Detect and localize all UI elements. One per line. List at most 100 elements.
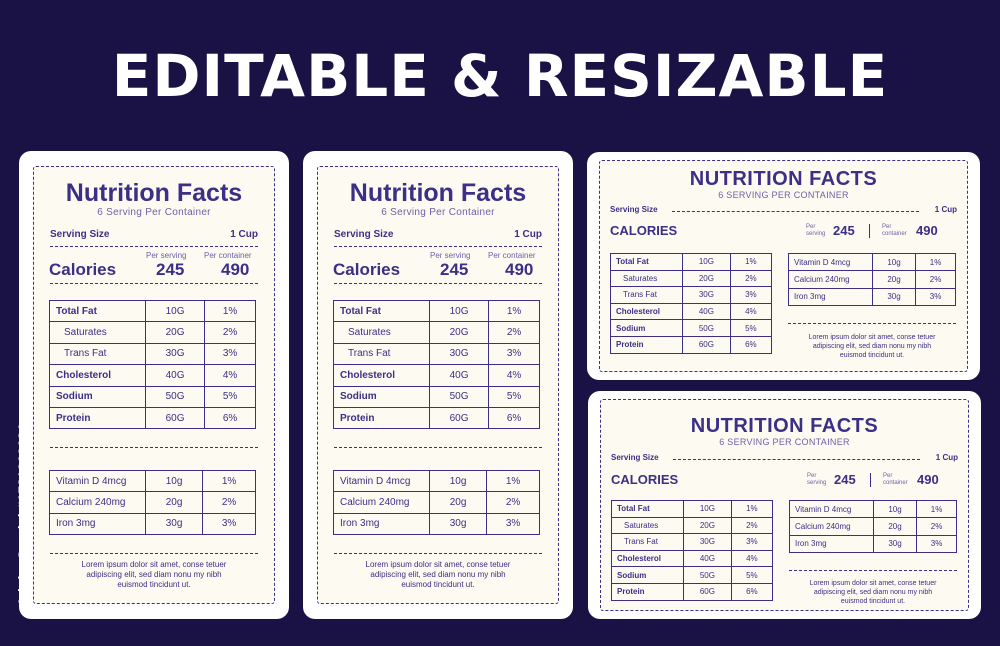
table-row: Calcium 240mg 20g 2% [49, 491, 256, 514]
table-row: Calcium 240mg 20g 2% [789, 517, 957, 536]
table-row: Vitamin D 4mcg 10g 1% [333, 469, 540, 493]
nutrient-amount: 20G [682, 269, 731, 288]
nutrient-percent: 1% [204, 299, 256, 323]
nutrient-amount: 30G [683, 533, 732, 551]
nutrient-amount: 40G [682, 302, 731, 321]
nutrient-percent: 3% [729, 286, 773, 304]
table-row: Sodium 50G 5% [611, 566, 774, 584]
vitamin-percent: 1% [202, 469, 256, 493]
table-row: Vitamin D 4mcg 10g 1% [788, 252, 956, 272]
nutrient-name: Cholesterol [610, 302, 683, 321]
vitamin-name: Vitamin D 4mcg [788, 252, 873, 272]
label-subtitle: 6 SERVING PER CONTAINER [718, 190, 849, 200]
nutrient-name: Sodium [333, 385, 430, 408]
table-row: Protein 60G 6% [610, 335, 773, 354]
calories-per-serving: 245 [440, 260, 469, 279]
nutrient-name: Cholesterol [611, 549, 684, 568]
table-row: Sodium 50G 5% [610, 319, 773, 337]
nutrient-name: Protein [610, 335, 683, 354]
nutrient-name: Trans Fat [333, 342, 430, 366]
table-row: Protein 60G 6% [333, 406, 540, 430]
serving-size-label: Serving Size [611, 453, 659, 462]
vitamin-percent: 1% [916, 499, 957, 519]
vitamin-percent: 3% [915, 287, 956, 306]
vitamin-percent: 2% [916, 517, 957, 536]
calories-label: Calories [49, 260, 117, 279]
headline: EDITABLE & RESIZABLE [111, 42, 889, 110]
vitamin-name: Iron 3mg [49, 512, 146, 536]
per-serving-heading: Per serving [146, 251, 187, 260]
nutrient-name: Protein [333, 406, 430, 430]
table-row: Iron 3mg 30g 3% [788, 287, 956, 306]
table-row: Cholesterol 40G 4% [49, 364, 256, 387]
divider [334, 447, 542, 448]
footnote-line: Lorem ipsum dolor sit amet, conse tetuer [808, 334, 936, 341]
table-row: Saturates 20G 2% [49, 321, 256, 344]
vitamin-percent: 3% [916, 534, 957, 553]
nutrient-percent: 6% [204, 406, 256, 430]
nutrient-amount: 20G [428, 321, 490, 344]
nutrient-amount: 10G [683, 500, 732, 518]
nutrient-name: Protein [611, 582, 684, 601]
vitamin-name: Calcium 240mg [789, 517, 874, 536]
table-row: Sodium 50G 5% [333, 385, 540, 408]
nutrient-name: Cholesterol [49, 364, 146, 387]
serving-size-value: 1 Cup [230, 229, 258, 240]
vitamin-percent: 3% [202, 512, 256, 536]
label-title: Nutrition Facts [65, 179, 243, 207]
footnote: Lorem ipsum dolor sit amet, conse tetuer… [788, 333, 956, 360]
vitamin-name: Calcium 240mg [333, 491, 430, 514]
table-row: Trans Fat 30G 3% [610, 286, 773, 304]
nutrient-percent: 1% [488, 299, 540, 323]
per-serving-text: serving [806, 231, 826, 237]
label-subtitle: 6 Serving Per Container [97, 207, 211, 218]
table-row: Trans Fat 30G 3% [611, 533, 774, 551]
nutrition-label-horizontal-1: NUTRITION FACTS 6 SERVING PER CONTAINER … [587, 152, 980, 380]
nutrient-percent: 5% [488, 385, 540, 408]
vitamin-percent: 1% [486, 469, 540, 493]
nutrient-percent: 5% [204, 385, 256, 408]
footnote-line: Lorem ipsum dolor sit amet, conse tetuer [81, 560, 227, 569]
nutrient-percent: 5% [729, 319, 773, 337]
nutrient-amount: 60G [428, 406, 490, 430]
nutrient-name: Trans Fat [49, 342, 146, 366]
nutrient-name: Total Fat [333, 299, 430, 323]
vitamin-amount: 30g [871, 287, 917, 306]
divider [334, 246, 542, 247]
separator [870, 473, 871, 487]
table-row: Trans Fat 30G 3% [333, 342, 540, 366]
footnote-line: Lorem ipsum dolor sit amet, conse tetuer [365, 560, 511, 569]
table-row: Cholesterol 40G 4% [333, 364, 540, 387]
nutrient-amount: 50G [428, 385, 490, 408]
footnote-line: euismod tincidunt ut. [401, 580, 475, 589]
table-row: Protein 60G 6% [49, 406, 256, 430]
label-title: Nutrition Facts [349, 179, 527, 207]
table-row: Saturates 20G 2% [333, 321, 540, 344]
vitamin-name: Iron 3mg [333, 512, 430, 536]
vitamin-amount: 30g [872, 534, 918, 553]
nutrient-percent: 3% [488, 342, 540, 366]
calories-per-container: 490 [221, 260, 250, 279]
per-serving-text: serving [807, 480, 827, 486]
vitamin-name: Calcium 240mg [788, 270, 873, 289]
footnote-line: euismod tincidunt ut. [840, 598, 906, 605]
nutrient-name: Trans Fat [610, 286, 683, 304]
calories-per-serving: 245 [156, 260, 185, 279]
footnote: Lorem ipsum dolor sit amet, conse tetuer… [789, 579, 957, 606]
table-row: Iron 3mg 30g 3% [333, 512, 540, 536]
nutrient-amount: 50G [683, 566, 732, 584]
nutrition-label-vertical-2: Nutrition Facts 6 Serving Per Container … [303, 151, 573, 619]
vitamin-name: Vitamin D 4mcg [333, 469, 430, 493]
vitamin-percent: 2% [915, 270, 956, 289]
calories-per-serving: 245 [833, 223, 855, 238]
nutrient-amount: 40G [428, 364, 490, 387]
per-container-heading: Per container [204, 251, 252, 260]
nutrient-name: Sodium [610, 319, 683, 337]
nutrient-name: Protein [49, 406, 146, 430]
per-serving-heading: Per serving [430, 251, 471, 260]
calories-per-serving: 245 [834, 472, 856, 487]
nutrient-name: Sodium [49, 385, 146, 408]
table-row: Total Fat 10G 1% [49, 299, 256, 323]
label-title: NUTRITION FACTS [689, 168, 878, 190]
nutrient-percent: 2% [488, 321, 540, 344]
